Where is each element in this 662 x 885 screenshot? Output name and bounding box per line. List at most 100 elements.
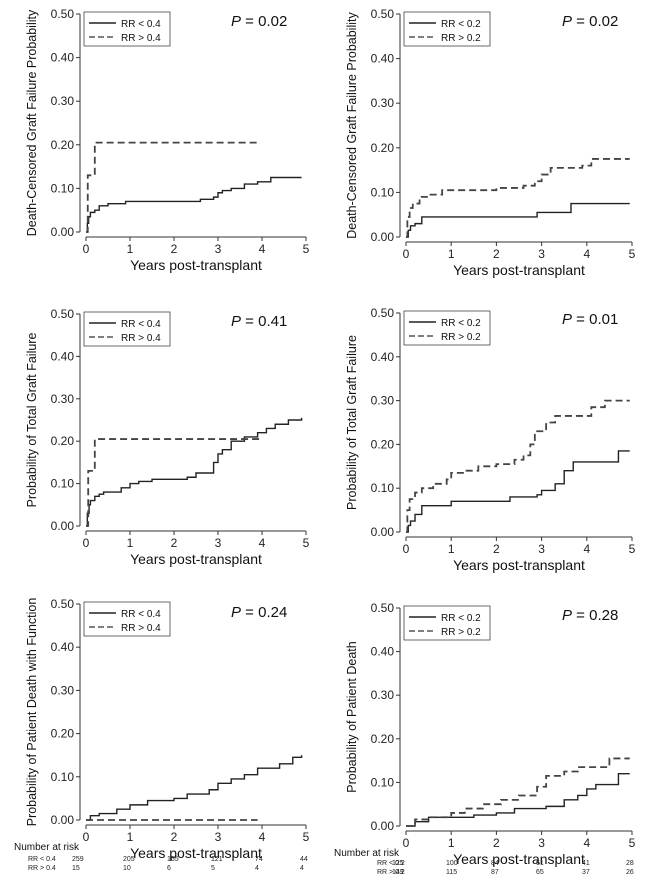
x-tick-label: 1	[448, 247, 455, 261]
p-value-symbol: P	[231, 13, 241, 30]
x-axis-label: Years post-transplant	[453, 262, 585, 278]
risk-cell: 87	[491, 869, 499, 876]
y-axis-label: Probability of Patient Death with Functi…	[25, 598, 39, 827]
x-tick-label: 0	[83, 242, 90, 256]
y-tick-label: 0.20	[371, 732, 395, 746]
series-dashed-line	[406, 399, 630, 533]
legend: RR < 0.2 RR > 0.2	[403, 310, 491, 346]
p-value-text: = 0.41	[241, 313, 287, 330]
x-tick-label: 3	[538, 836, 545, 850]
risk-row-label: RR < 0.4	[28, 856, 56, 863]
series-dashed-line	[406, 757, 630, 827]
y-tick-label: 0.00	[371, 525, 395, 539]
legend: RR < 0.4 RR > 0.4	[83, 311, 171, 347]
legend: RR < 0.2 RR > 0.2	[403, 605, 491, 641]
y-tick-label: 0.30	[51, 683, 75, 697]
legend-box	[83, 601, 171, 637]
y-tick-label: 0.40	[51, 51, 75, 65]
y-tick-label: 0.10	[51, 770, 75, 784]
legend-entry: RR < 0.2	[441, 19, 481, 30]
y-tick-label: 0.20	[51, 434, 75, 448]
x-tick-label: 3	[538, 542, 545, 556]
chart-panel-4: 0.00 0.10 0.20 0.30 0.40 0.50 0 1 2 3 4 5 Years post…	[345, 306, 636, 573]
legend-box	[83, 311, 171, 347]
y-tick-label: 0.50	[51, 7, 75, 21]
risk-cell: 4	[300, 865, 304, 872]
risk-cell: 100	[446, 860, 458, 867]
p-value-label: P = 0.01	[562, 311, 618, 328]
risk-cell: 44	[300, 856, 308, 863]
risk-cell: 74	[255, 856, 263, 863]
x-tick-label: 1	[448, 542, 455, 556]
x-axis-label: Years post-transplant	[453, 851, 585, 867]
x-tick-label: 4	[259, 830, 266, 844]
x-tick-label: 3	[215, 830, 222, 844]
y-tick-label: 0.40	[51, 640, 75, 654]
x-tick-label: 5	[303, 242, 310, 256]
y-tick-label: 0.10	[51, 477, 75, 491]
legend-entry: RR < 0.2	[441, 613, 481, 624]
p-value-symbol: P	[231, 604, 241, 621]
y-tick-label: 0.00	[51, 813, 75, 827]
x-tick-label: 1	[127, 536, 134, 550]
legend-entry: RR < 0.4	[121, 319, 161, 330]
x-tick-label: 0	[403, 836, 410, 850]
p-value-label: P = 0.28	[562, 607, 618, 624]
x-tick-label: 1	[448, 836, 455, 850]
chart-panel-6: 0.00 0.10 0.20 0.30 0.40 0.50 0 1 2 3 4 5 Years post…	[345, 601, 636, 867]
x-tick-label: 2	[171, 536, 178, 550]
risk-table-title: Number at risk	[334, 848, 400, 859]
risk-cell: 121	[211, 856, 223, 863]
x-tick-label: 5	[629, 542, 636, 556]
y-axis-label: Death-Censored Graft Failure Probability	[345, 12, 359, 239]
y-tick-label: 0.50	[371, 306, 395, 320]
legend: RR < 0.2 RR > 0.2	[403, 11, 491, 47]
y-tick-label: 0.30	[371, 688, 395, 702]
risk-row-label: RR > 0.4	[28, 865, 56, 872]
risk-row-label: RR > 0.2	[377, 869, 405, 876]
y-tick-label: 0.30	[371, 394, 395, 408]
y-tick-label: 0.20	[51, 727, 75, 741]
p-value-text: = 0.01	[572, 311, 618, 328]
x-tick-label: 5	[303, 536, 310, 550]
p-value-text: = 0.28	[572, 607, 618, 624]
legend-entry: RR < 0.4	[121, 609, 161, 620]
chart-panel-1: 0.00 0.10 0.20 0.30 0.40 0.50 0 1 2 3 4 5 Years post…	[25, 7, 310, 273]
p-value-label: P = 0.02	[231, 13, 287, 30]
x-tick-label: 3	[215, 242, 222, 256]
x-tick-label: 0	[403, 247, 410, 261]
risk-cell: 41	[582, 860, 590, 867]
y-axis-label: Probability of Patient Death	[345, 641, 359, 793]
p-value-label: P = 0.24	[231, 604, 287, 621]
p-value-label: P = 0.02	[562, 13, 618, 30]
x-tick-label: 4	[583, 836, 590, 850]
legend-box	[403, 310, 491, 346]
risk-cell: 259	[72, 856, 84, 863]
y-tick-label: 0.50	[371, 7, 395, 21]
risk-table-title: Number at risk	[14, 842, 80, 853]
legend-entry: RR < 0.4	[121, 19, 161, 30]
x-tick-label: 0	[403, 542, 410, 556]
series-solid-line	[86, 417, 303, 527]
p-value-symbol: P	[231, 313, 241, 330]
legend: RR < 0.4 RR > 0.4	[83, 601, 171, 637]
legend-box	[403, 605, 491, 641]
x-tick-label: 3	[215, 536, 222, 550]
risk-cell: 10	[123, 865, 131, 872]
risk-cell: 205	[123, 856, 135, 863]
legend-entry: RR > 0.4	[121, 623, 161, 634]
legend: RR < 0.4 RR > 0.4	[83, 11, 171, 47]
y-tick-label: 0.50	[371, 601, 395, 615]
y-tick-label: 0.10	[51, 181, 75, 195]
y-axis-label: Probability of Total Graft Failure	[345, 335, 359, 510]
legend-box	[83, 11, 171, 47]
x-tick-label: 4	[259, 242, 266, 256]
series-solid-line	[406, 772, 630, 827]
y-tick-label: 0.30	[51, 392, 75, 406]
series-solid-line	[406, 450, 630, 533]
x-tick-label: 2	[493, 247, 500, 261]
risk-cell: 37	[582, 869, 590, 876]
p-value-text: = 0.24	[241, 604, 287, 621]
y-axis-label: Death-Censored Graft Failure Probability	[25, 9, 39, 236]
